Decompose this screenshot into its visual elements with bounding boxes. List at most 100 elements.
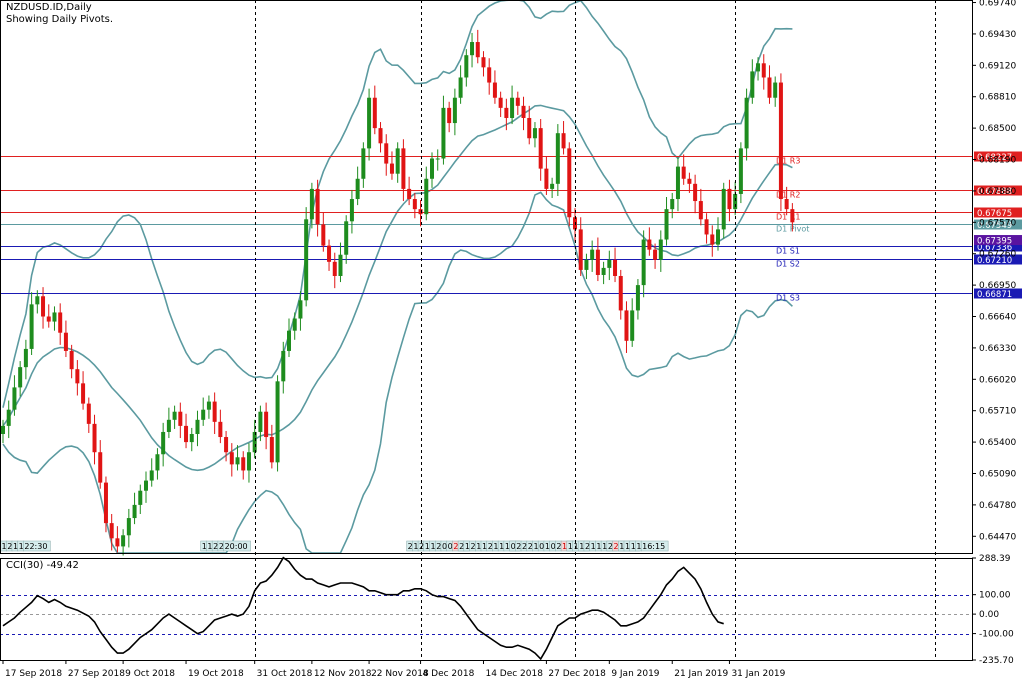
cci-tick-label: 100.00 <box>979 591 1011 601</box>
bear-candle-body <box>613 259 618 276</box>
bear-candle-body <box>521 105 526 118</box>
bear-candle-body <box>46 316 51 322</box>
bull-candle-body <box>344 221 349 255</box>
time-label-text: 0 <box>511 542 516 551</box>
bear-candle-body <box>498 97 503 108</box>
bear-candle-body <box>727 188 732 210</box>
time-label-text: 1 <box>625 542 630 551</box>
bull-candle-body <box>304 219 309 301</box>
bull-candle-body <box>607 259 612 268</box>
bull-candle-body <box>23 348 28 368</box>
pivot-level-label: D1 R2 <box>776 191 800 200</box>
pivot-price-tag: 0.67888 <box>977 187 1012 197</box>
bull-candle-body <box>121 535 126 547</box>
date-tick-label: 19 Oct 2018 <box>188 669 244 679</box>
bull-candle-body <box>18 367 23 388</box>
price-tick-label: 0.68810 <box>979 93 1016 103</box>
bull-candle-body <box>338 254 343 276</box>
bear-candle-body <box>475 42 480 58</box>
bear-candle-body <box>384 143 389 164</box>
pivot-price-tag: 0.67210 <box>977 256 1012 266</box>
bear-candle-body <box>618 275 623 311</box>
bull-candle-body <box>744 97 749 149</box>
bear-candle-body <box>778 82 783 200</box>
bull-candle-body <box>1 425 5 434</box>
time-label-text: 2 <box>528 542 533 551</box>
bear-candle-body <box>224 437 229 453</box>
bull-candle-body <box>287 330 291 351</box>
bull-candle-body <box>201 409 206 420</box>
bull-candle-body <box>149 470 154 481</box>
bear-candle-body <box>389 163 394 174</box>
time-label-text: 1 <box>631 542 636 551</box>
pivot-price-tag: 0.67675 <box>977 209 1012 219</box>
cci-title: CCI(30) -49.42 <box>6 560 79 571</box>
bear-candle-body <box>567 148 572 218</box>
time-label-text: 1 <box>499 542 504 551</box>
bull-candle-body <box>716 229 720 245</box>
main-plot-frame <box>0 0 973 554</box>
bull-candle-body <box>555 133 560 184</box>
time-label-text: 1 <box>207 542 212 551</box>
pivot-price-tag-bg <box>974 219 1022 230</box>
date-tick-label: 4 Dec 2018 <box>423 669 475 679</box>
chart-title: NZDUSD.ID,Daily <box>6 2 92 13</box>
price-tick-label: 0.68500 <box>979 124 1016 134</box>
bull-candle-body <box>355 178 360 200</box>
bear-candle-body <box>492 82 497 98</box>
pivot-price-tag: 0.68227 <box>977 153 1012 163</box>
price-tick-label: 0.65090 <box>979 469 1016 479</box>
time-label-text: 1 <box>413 542 418 551</box>
date-tick-label: 9 Jan 2019 <box>611 669 659 679</box>
bull-candle-body <box>29 304 34 349</box>
bollinger-upper-line <box>2 0 793 408</box>
bull-candle-body <box>670 199 675 210</box>
bull-candle-body <box>750 71 755 98</box>
bear-candle-body <box>58 312 63 333</box>
bull-candle-body <box>161 431 166 455</box>
bear-candle-body <box>41 296 46 317</box>
bull-candle-body <box>309 188 314 220</box>
bull-candle-body <box>172 411 177 420</box>
bull-candle-body <box>155 454 160 471</box>
bull-candle-body <box>773 82 778 98</box>
bull-candle-body <box>510 97 515 118</box>
chart-subtitle: Showing Daily Pivots. <box>6 14 114 25</box>
bear-candle-body <box>63 332 68 351</box>
bear-candle-body <box>784 199 789 210</box>
price-tick-label: 0.66330 <box>979 344 1016 354</box>
time-label-text: 1 <box>465 542 470 551</box>
pivot-price-tag-bg <box>974 235 1022 246</box>
time-labels: 121122:30112220:002121120021:2121121116:… <box>0 540 669 552</box>
bull-candle-body <box>367 97 372 149</box>
pivot-level-label: D1 R1 <box>776 213 800 222</box>
bull-candle-body <box>641 239 646 286</box>
bull-candle-body <box>721 188 726 230</box>
bull-candle-body <box>658 239 663 260</box>
bull-candle-body <box>195 419 200 434</box>
bear-candle-body <box>710 234 715 245</box>
time-label-text: 1 <box>579 542 584 551</box>
bull-candle-body <box>246 452 251 471</box>
time-label-text: 16:15 <box>642 542 665 551</box>
bull-candle-body <box>733 193 738 210</box>
bear-candle-body <box>595 249 600 275</box>
bear-candle-body <box>218 421 223 438</box>
pivot-price-tag-bg <box>974 185 1022 196</box>
bull-candle-body <box>590 249 595 260</box>
bull-candle-body <box>132 504 137 519</box>
price-tick-label: 0.66020 <box>979 375 1016 385</box>
time-label-text: 2 <box>213 542 218 551</box>
time-label-text: 1 <box>568 542 573 551</box>
date-tick-label: 31 Oct 2018 <box>257 669 313 679</box>
date-tick-label: 9 Oct 2018 <box>125 669 175 679</box>
bear-candle-body <box>109 523 114 539</box>
time-label-text: 1 <box>591 542 596 551</box>
date-tick-label: 27 Sep 2018 <box>68 669 125 679</box>
time-label-text: 0 <box>442 542 447 551</box>
time-label-text: 2 <box>408 542 413 551</box>
time-label-text: 1 <box>13 542 18 551</box>
time-label-box <box>23 540 51 552</box>
